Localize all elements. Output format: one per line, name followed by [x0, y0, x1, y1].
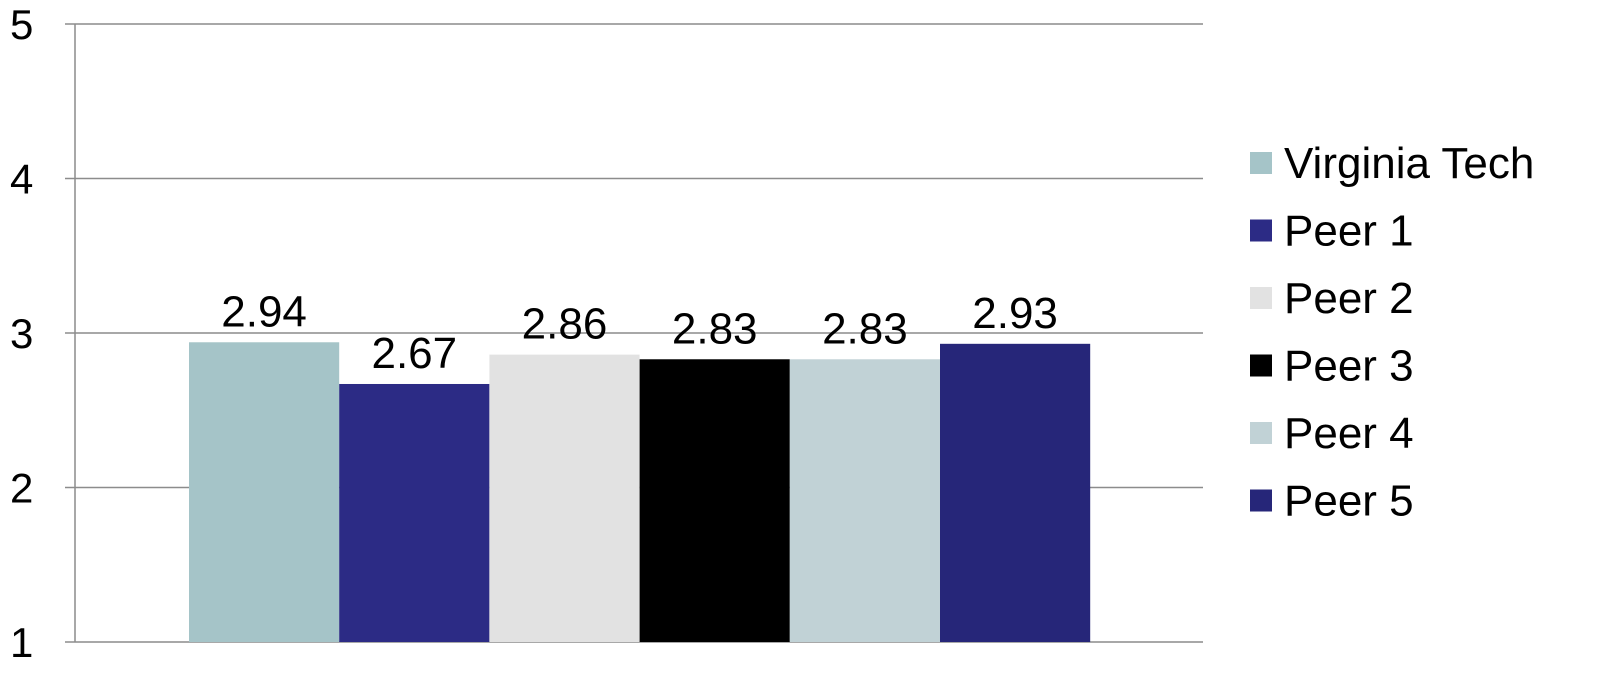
legend-label-peer-4: Peer 4 [1284, 409, 1414, 458]
data-label: 2.94 [221, 287, 307, 336]
y-tick-label: 2 [10, 465, 33, 512]
legend-swatch-peer-5 [1250, 489, 1272, 512]
legend-swatch-virginia-tech [1250, 152, 1272, 174]
legend-label-peer-3: Peer 3 [1284, 342, 1414, 391]
bar-peer-4 [789, 359, 940, 642]
legend-label-peer-2: Peer 2 [1284, 274, 1414, 323]
data-label: 2.93 [972, 289, 1058, 338]
y-tick-label: 3 [10, 310, 33, 357]
legend-swatch-peer-3 [1250, 354, 1272, 377]
data-labels: 2.94 2.67 2.86 2.83 2.83 2.93 [221, 287, 1058, 378]
data-label: 2.86 [522, 300, 608, 349]
bar-peer-1 [339, 383, 490, 642]
y-tick-labels: 1 2 3 4 5 [10, 1, 33, 666]
data-label: 2.83 [672, 304, 758, 353]
bar-peer-2 [489, 354, 640, 642]
bar-virginia-tech [189, 342, 340, 642]
bar-peer-3 [639, 359, 790, 642]
legend-label-peer-5: Peer 5 [1284, 477, 1414, 526]
legend: Virginia Tech Peer 1 Peer 2 Peer 3 Peer 4 Pee… [1250, 139, 1534, 526]
bar-peer-5 [940, 343, 1091, 642]
legend-label-peer-1: Peer 1 [1284, 207, 1414, 256]
y-axis [65, 23, 76, 643]
data-label: 2.83 [822, 304, 908, 353]
legend-swatch-peer-4 [1250, 422, 1272, 444]
legend-label-virginia-tech: Virginia Tech [1284, 139, 1534, 188]
y-tick-label: 5 [10, 1, 33, 48]
legend-swatch-peer-1 [1250, 219, 1272, 242]
data-label: 2.67 [371, 329, 457, 378]
bars [189, 342, 1091, 642]
legend-swatch-peer-2 [1250, 287, 1272, 309]
y-tick-label: 1 [10, 619, 33, 666]
y-tick-label: 4 [10, 156, 33, 203]
